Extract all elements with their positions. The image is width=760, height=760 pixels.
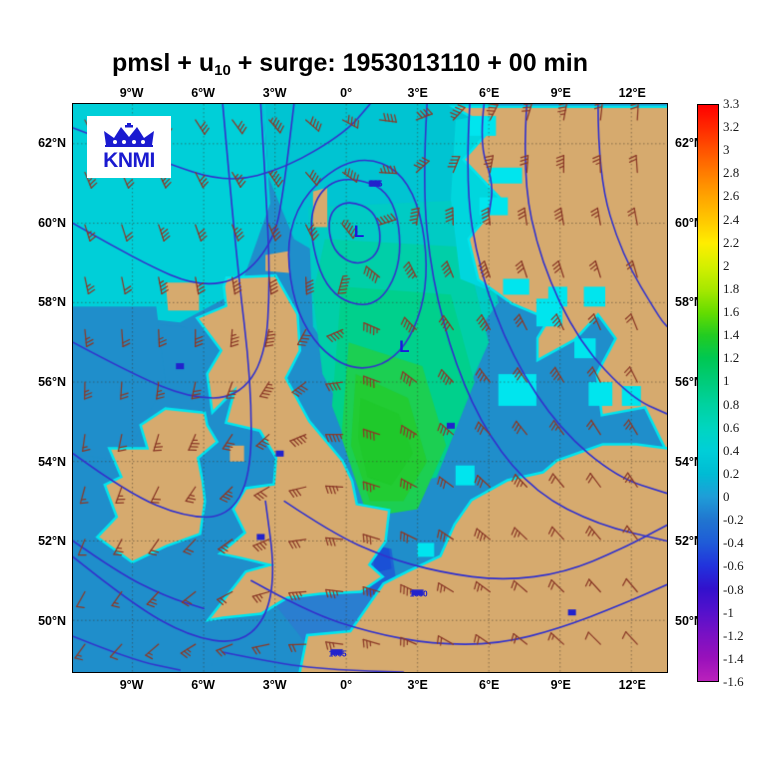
colorbar-tick: 1.6 [723, 304, 740, 320]
lon-tick-bottom: 6°E [479, 678, 500, 692]
colorbar-tick: 0.6 [723, 419, 740, 435]
lat-tick-right: 62°N [675, 135, 703, 150]
map-panel[interactable]: KNMI L L 985 1000 1005 [72, 103, 668, 673]
map-canvas [73, 104, 667, 672]
colorbar-tick: -0.2 [723, 512, 744, 528]
lon-tick-bottom: 12°E [618, 678, 646, 692]
lat-tick-left: 54°N [38, 454, 66, 469]
lon-tick-bottom: 6°W [191, 678, 215, 692]
colorbar-tick: 1.4 [723, 327, 740, 343]
lon-tick-top: 3°W [262, 86, 287, 100]
colorbar-tick: 2 [723, 257, 730, 273]
colorbar-tick: -1 [723, 604, 734, 620]
title-subscript: 10 [214, 62, 231, 79]
lat-tick-left: 62°N [38, 135, 66, 150]
low-pressure-marker: L [353, 221, 365, 241]
lon-tick-bottom: 3°W [262, 678, 287, 692]
colorbar-gradient [698, 105, 718, 681]
lon-tick-bottom: 9°E [550, 678, 571, 692]
colorbar-tick: -1.4 [723, 650, 744, 666]
title-rest: + surge: 1953013110 + 00 min [230, 49, 588, 77]
colorbar-tick: 1.2 [723, 350, 740, 366]
colorbar-tick: 3.2 [723, 119, 740, 135]
lat-tick-left: 60°N [38, 215, 66, 230]
lon-tick-top: 9°W [119, 86, 144, 100]
knmi-logo-text: KNMI [103, 149, 155, 172]
lon-tick-bottom: 9°W [119, 678, 144, 692]
page-title: pmsl + u10 + surge: 1953013110 + 00 min [0, 49, 700, 79]
lon-tick-top: 3°E [407, 86, 428, 100]
lon-tick-top: 12°E [618, 86, 646, 100]
colorbar-tick: -1.2 [723, 627, 744, 643]
lat-tick-left: 52°N [38, 534, 66, 549]
isobar-label: 1000 [409, 589, 428, 599]
colorbar-tick: 2.8 [723, 165, 740, 181]
colorbar-tick: 2.2 [723, 234, 740, 250]
crown-icon [104, 123, 154, 147]
lat-tick-right: 54°N [675, 454, 703, 469]
lat-tick-right: 60°N [675, 215, 703, 230]
colorbar-tick: -0.8 [723, 581, 744, 597]
title-main: pmsl + u [111, 49, 215, 77]
lon-tick-bottom: 3°E [407, 678, 428, 692]
isobar-label: 1005 [328, 649, 347, 659]
lat-tick-right: 50°N [675, 614, 703, 629]
lat-tick-left: 56°N [38, 375, 66, 390]
colorbar [697, 104, 719, 682]
lat-tick-left: 58°N [38, 295, 66, 310]
colorbar-tick: 0.8 [723, 396, 740, 412]
colorbar-tick: 3.3 [723, 96, 740, 111]
lat-tick-left: 50°N [38, 614, 66, 629]
lon-tick-top: 0° [340, 86, 353, 100]
colorbar-tick: 0.4 [723, 442, 740, 458]
lon-tick-top: 6°E [479, 86, 500, 100]
colorbar-tick: 1 [723, 373, 730, 389]
low-pressure-marker: L [399, 337, 410, 357]
lon-tick-top: 9°E [550, 86, 571, 100]
lat-tick-right: 58°N [675, 295, 703, 310]
knmi-logo: KNMI [87, 116, 171, 178]
colorbar-tick: 1.8 [723, 280, 740, 296]
colorbar-tick: -0.6 [723, 558, 744, 574]
colorbar-tick: 0 [723, 489, 730, 505]
colorbar-tick: -1.6 [723, 674, 744, 689]
lat-tick-right: 52°N [675, 534, 703, 549]
colorbar-tick: 0.2 [723, 465, 740, 481]
colorbar-tick: 3 [723, 142, 730, 158]
isobar-label: 985 [369, 179, 383, 189]
colorbar-tick: 2.6 [723, 188, 740, 204]
lon-tick-bottom: 0° [340, 678, 353, 692]
lon-tick-top: 6°W [191, 86, 215, 100]
colorbar-tick: -0.4 [723, 535, 744, 551]
colorbar-tick: 2.4 [723, 211, 740, 227]
lat-tick-right: 56°N [675, 375, 703, 390]
